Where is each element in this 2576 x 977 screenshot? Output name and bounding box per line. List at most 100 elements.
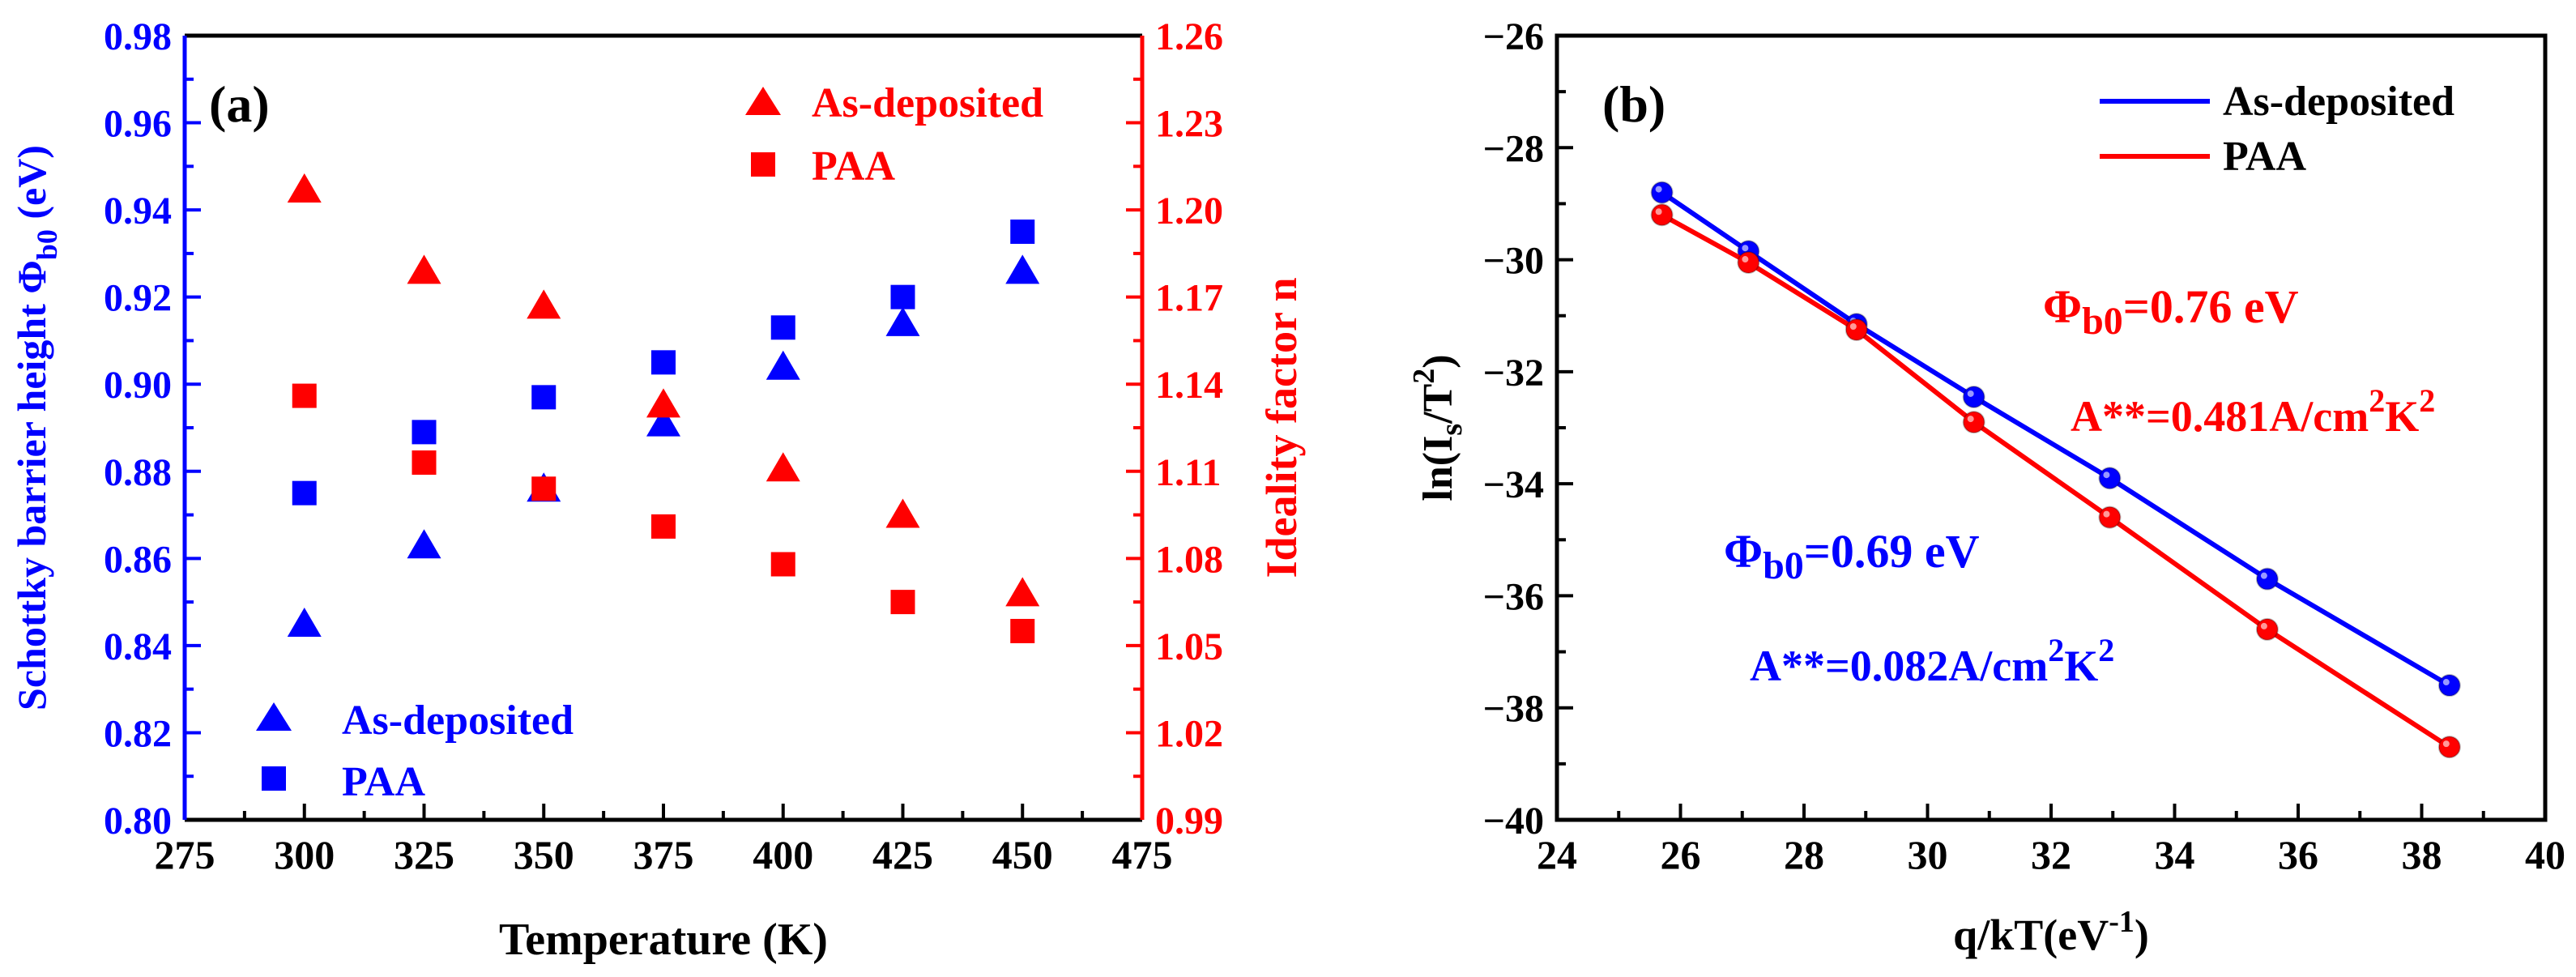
panel-a-x-tick-label: 425 xyxy=(872,832,933,877)
panel-a-right-tick-label: 1.08 xyxy=(1155,538,1223,581)
panel-b-y-tick-label: −40 xyxy=(1483,800,1544,843)
legend-label-paa-blue: PAA xyxy=(342,759,425,805)
panel-b-y-tick-label: −28 xyxy=(1483,127,1544,170)
panel-a-point-left-square xyxy=(412,420,437,445)
panel-a-left-axis-title: Schottky barrier height Φb0 (eV) xyxy=(9,145,63,710)
legend-label-paa-red: PAA xyxy=(812,143,895,190)
panel-b-x-tick-label: 24 xyxy=(1537,832,1577,877)
panel-a-right-tick-label: 1.23 xyxy=(1155,103,1223,146)
panel-b-x-tick-label: 28 xyxy=(1784,832,1824,877)
panel-b-point-paa xyxy=(2437,736,2461,759)
panel-a-point-left-triangle xyxy=(646,407,680,437)
panel-b-x-tick-label: 34 xyxy=(2155,832,2195,877)
panel-b-point-paa xyxy=(1650,203,1674,227)
legend-label-as-deposited-blue: As-deposited xyxy=(342,698,574,744)
panel-b-point-as-deposited xyxy=(1650,181,1674,204)
panel-b-point-highlight xyxy=(2442,740,2450,748)
legend-label-as-deposited-red: As-deposited xyxy=(812,80,1043,126)
panel-a-point-right-square xyxy=(651,514,676,539)
panel-a-x-tick-label: 375 xyxy=(633,832,694,877)
panel-a-label: (a) xyxy=(209,75,270,133)
panel-a-right-tick-label: 1.14 xyxy=(1155,364,1223,407)
panel-a-point-left-triangle xyxy=(766,350,800,380)
panel-a-right-tick-label: 1.11 xyxy=(1155,451,1221,494)
panel-b-point-highlight xyxy=(2103,510,2110,518)
panel-a-point-right-triangle xyxy=(766,452,800,482)
panel-a-right-tick-label: 1.20 xyxy=(1155,190,1223,233)
panel-b-x-tick-label: 30 xyxy=(1908,832,1948,877)
panel-a-point-right-triangle xyxy=(407,254,441,284)
panel-b-x-tick-label: 40 xyxy=(2525,832,2565,877)
panel-a-point-right-triangle xyxy=(885,498,920,528)
panel-a-x-tick-label: 300 xyxy=(274,832,335,877)
annotation-paa-barrier: Φb0=0.76 eV xyxy=(2043,280,2299,343)
panel-a-point-left-triangle xyxy=(287,608,322,637)
panel-a-left-tick-label: 0.82 xyxy=(104,712,172,755)
panel-a-right-tick-label: 1.02 xyxy=(1155,712,1223,755)
panel-a-x-tick-label: 400 xyxy=(753,832,813,877)
panel-b-point-paa xyxy=(2098,506,2122,529)
panel-a-x-tick-label: 325 xyxy=(394,832,454,877)
annotation-asdep-richardson: A**=0.082A/cm2K2 xyxy=(1750,632,2114,690)
panel-a-point-right-square xyxy=(292,383,317,408)
panel-a-point-right-triangle xyxy=(527,289,561,319)
panel-b-x-tick-label: 26 xyxy=(1661,832,1701,877)
panel-a-ticks: 275 300 325 350 375 400 425 450 475 0.80 0.82 0.84 0… xyxy=(104,15,1223,877)
panel-a-x-tick-label: 475 xyxy=(1112,832,1173,877)
panel-b-ticks: 24 26 28 30 32 34 36 38 40 −40 −38 −36 −34 −32 −30 −28 −… xyxy=(1483,15,2565,877)
panel-a-x-tick-label: 275 xyxy=(155,832,215,877)
panel-a-point-right-triangle xyxy=(287,173,322,203)
panel-b-label: (b) xyxy=(1602,75,1665,133)
panel-b-point-highlight xyxy=(1742,245,1749,252)
panel-b-y-tick-label: −36 xyxy=(1483,575,1544,618)
panel-a-point-left-square xyxy=(1010,220,1035,244)
panel-b-point-highlight xyxy=(1849,323,1857,330)
panel-a-point-right-square xyxy=(770,552,795,577)
panel-a-left-tick-label: 0.94 xyxy=(104,190,172,233)
panel-b-x-tick-label: 38 xyxy=(2402,832,2442,877)
panel-a-x-tick-label: 450 xyxy=(992,832,1053,877)
panel-b-point-highlight xyxy=(1742,256,1749,263)
panel-a-point-right-square xyxy=(890,590,915,615)
panel-b-point-highlight xyxy=(1655,208,1662,215)
panel-b-point-paa xyxy=(1845,318,1868,341)
panel-b-point-as-deposited xyxy=(2437,674,2461,698)
panel-a-axes xyxy=(182,33,1145,822)
panel-b-marks xyxy=(1650,181,2461,759)
panel-a-point-left-square xyxy=(890,284,915,309)
panel-b-y-tick-label: −32 xyxy=(1483,352,1544,395)
legend-marker-square-blue xyxy=(262,766,286,791)
legend-label-as-deposited: As-deposited xyxy=(2223,79,2454,125)
panel-b-legend: As-deposited PAA xyxy=(2100,79,2454,180)
panel-a-left-tick-label: 0.92 xyxy=(104,277,172,320)
panel-a-left-tick-label: 0.98 xyxy=(104,15,172,58)
panel-a-point-right-triangle xyxy=(646,388,680,418)
panel-a-point-right-triangle xyxy=(1005,577,1040,607)
panel-b-y-tick-label: −26 xyxy=(1483,15,1544,58)
panel-b-point-highlight xyxy=(1967,390,1974,397)
annotation-paa-richardson: A**=0.481A/cm2K2 xyxy=(2071,382,2435,441)
panel-b-point-as-deposited xyxy=(2098,467,2122,490)
panel-b-point-highlight xyxy=(2260,572,2267,579)
panel-a-left-tick-label: 0.84 xyxy=(104,625,172,668)
panel-b-x-tick-label: 36 xyxy=(2278,832,2318,877)
panel-b-point-as-deposited xyxy=(1962,385,1985,408)
panel-b-point-highlight xyxy=(1655,186,1662,193)
panel-a-point-right-square xyxy=(531,476,557,501)
panel-b-x-tick-label: 32 xyxy=(2031,832,2071,877)
panel-b-point-highlight xyxy=(2442,679,2450,686)
legend-marker-triangle-red xyxy=(745,87,781,115)
panel-b-point-highlight xyxy=(2260,622,2267,629)
panel-a-legend-left: As-deposited PAA xyxy=(256,698,574,805)
panel-b-y-tick-label: −38 xyxy=(1483,688,1544,731)
panel-b-point-paa xyxy=(2255,617,2279,641)
panel-a-right-tick-label: 1.17 xyxy=(1155,277,1223,320)
panel-a-x-axis-title: Temperature (K) xyxy=(499,915,828,965)
panel-a-right-axis-title: Ideality factor n xyxy=(1257,278,1306,578)
panel-a-marks xyxy=(287,173,1040,643)
panel-b-y-tick-label: −30 xyxy=(1483,240,1544,283)
panel-b-point-paa xyxy=(1962,411,1985,434)
panel-a-point-left-triangle xyxy=(885,306,920,336)
panel-a-point-left-square xyxy=(292,480,317,506)
panel-b-frame xyxy=(1555,33,2548,822)
